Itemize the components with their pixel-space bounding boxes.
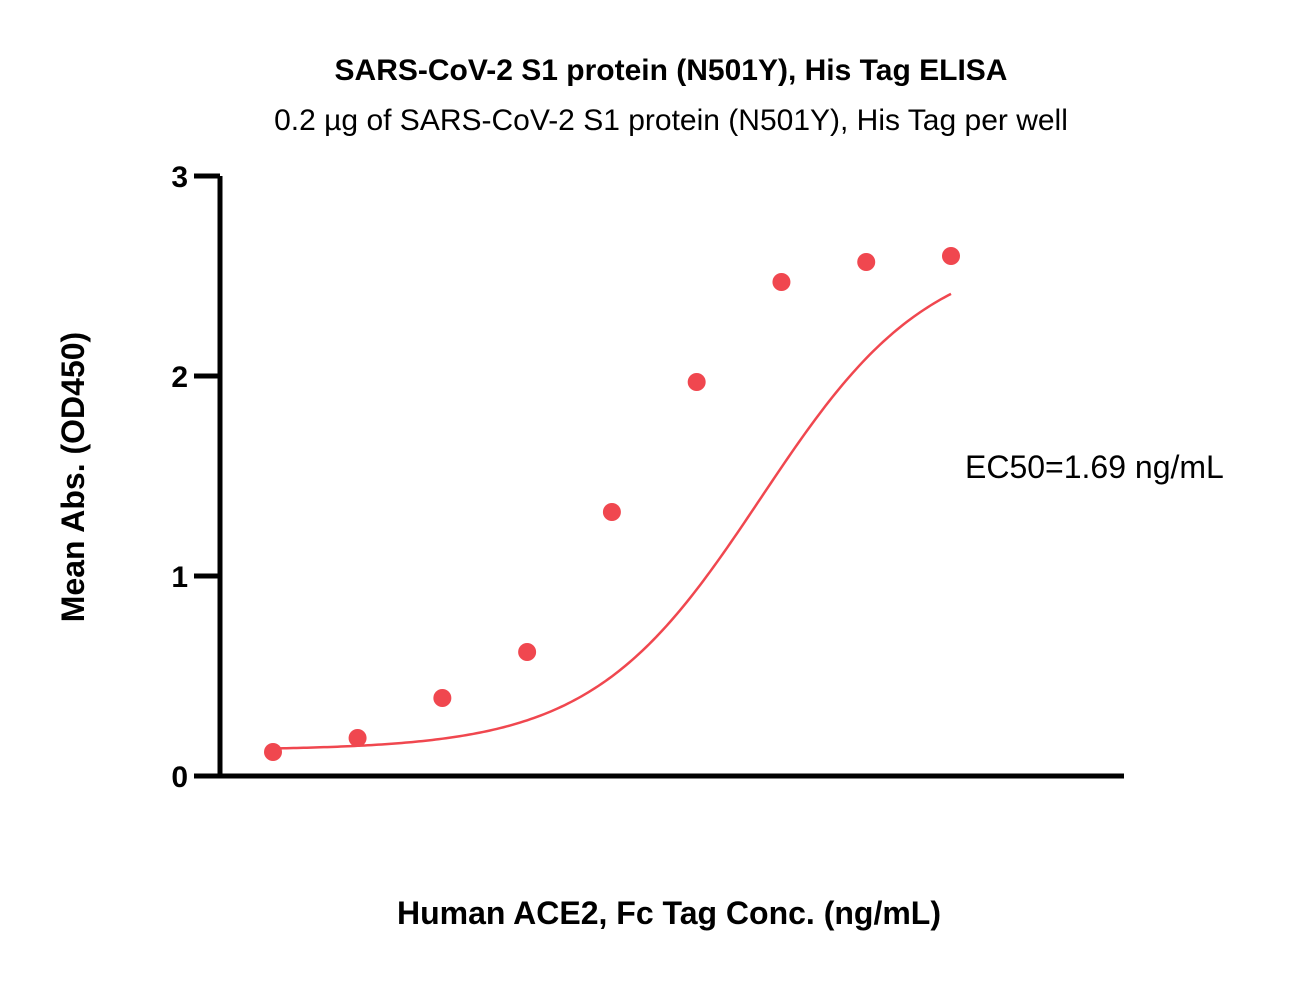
y-tick-label: 1: [171, 561, 188, 594]
data-point: [518, 643, 537, 661]
chart-title: SARS-CoV-2 S1 protein (N501Y), His Tag E…: [335, 54, 1008, 87]
data-point: [687, 373, 706, 391]
data-point: [348, 729, 367, 747]
data-point: [857, 253, 876, 271]
data-point: [433, 689, 452, 707]
data-point: [772, 273, 791, 291]
fit-curve: [272, 292, 952, 750]
x-axis-label: Human ACE2, Fc Tag Conc. (ng/mL): [397, 895, 941, 931]
data-point: [264, 743, 282, 761]
data-point: [942, 247, 960, 265]
data-point: [602, 503, 621, 521]
y-ticks: 0 1 2 3: [171, 161, 220, 794]
y-tick-label: 2: [171, 361, 188, 394]
chart-subtitle: 0.2 µg of SARS-CoV-2 S1 protein (N501Y),…: [274, 104, 1068, 137]
y-axis-label: Mean Abs. (OD450): [55, 332, 91, 622]
y-tick-label: 3: [171, 161, 188, 194]
ec50-annotation: EC50=1.69 ng/mL: [965, 449, 1224, 485]
data-points: [264, 247, 960, 761]
y-tick-label: 0: [171, 761, 188, 794]
